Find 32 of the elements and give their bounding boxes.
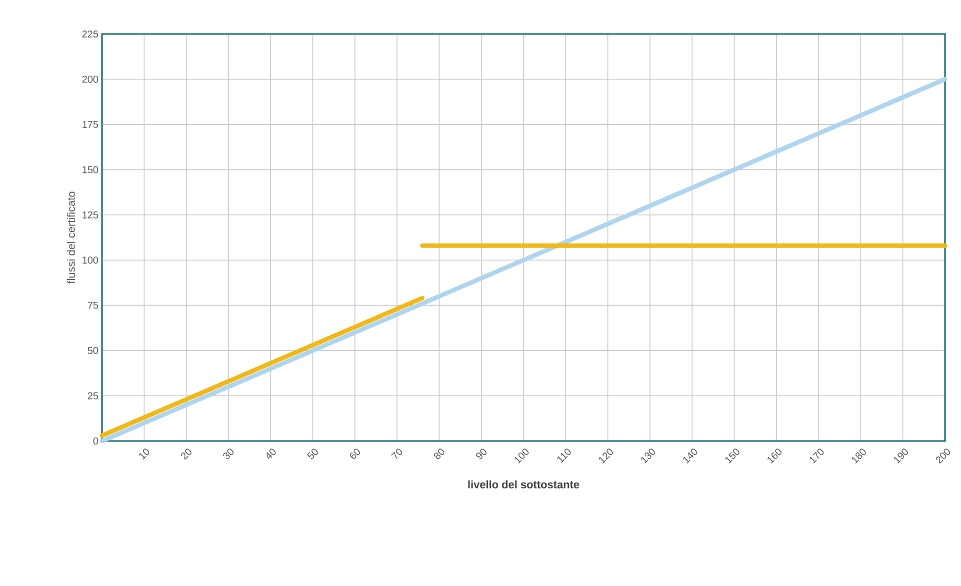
x-tick-label: 180: [852, 448, 866, 464]
x-tick-label: 10: [139, 448, 150, 460]
x-tick-label: 120: [598, 448, 613, 464]
x-axis-title: livello del sottostante: [468, 480, 580, 488]
x-tick-label: 130: [641, 448, 656, 464]
y-tick-label: 0: [93, 437, 98, 445]
x-tick-label: 150: [725, 448, 740, 464]
y-tick-label: 75: [88, 302, 98, 309]
y-tick-label: 100: [82, 256, 98, 264]
x-tick-label: 140: [683, 448, 698, 464]
y-tick-label: 225: [82, 30, 98, 38]
x-tick-label: 70: [391, 448, 402, 459]
x-tick-label: 60: [350, 448, 360, 459]
x-tick-label: 200: [936, 448, 950, 464]
x-tick-label: 100: [514, 448, 529, 464]
y-axis-title: flussi del certificato: [66, 192, 76, 284]
x-tick-label: 160: [768, 448, 782, 464]
x-tick-label: 30: [223, 448, 234, 460]
x-tick-label: 110: [557, 448, 571, 463]
y-tick-label: 50: [88, 347, 98, 354]
x-tick-label: 20: [181, 448, 192, 460]
y-tick-label: 175: [82, 120, 98, 128]
y-tick-label: 200: [82, 76, 98, 83]
y-tick-label: 125: [82, 211, 98, 218]
x-tick-label: 170: [810, 448, 824, 464]
x-tick-label: 190: [894, 448, 908, 464]
x-tick-label: 50: [306, 448, 318, 460]
x-tick-label: 40: [266, 448, 276, 459]
x-tick-label: 90: [476, 448, 486, 460]
y-tick-label: 25: [88, 392, 98, 400]
y-tick-label: 150: [82, 166, 98, 174]
x-tick-label: 80: [434, 448, 444, 460]
